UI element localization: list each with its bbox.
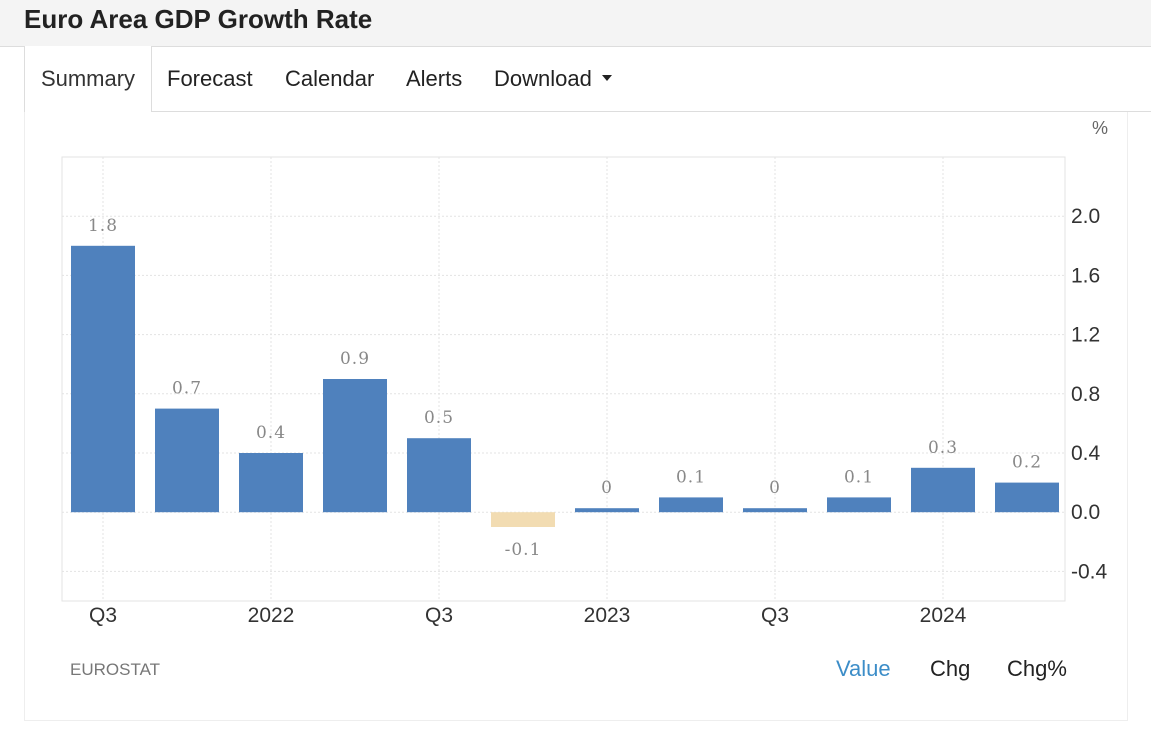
bar	[155, 408, 219, 513]
tab-forecast[interactable]: Forecast	[167, 66, 253, 91]
tab-summary[interactable]: Summary	[24, 46, 152, 112]
view-value-button[interactable]: Value	[836, 656, 891, 681]
bar-value-label: 0.7	[172, 379, 202, 399]
bar	[911, 467, 975, 513]
x-tick-label: Q3	[761, 604, 789, 627]
tab-download[interactable]: Download	[494, 46, 612, 111]
bar-value-label: 0	[769, 478, 781, 498]
page-title: Euro Area GDP Growth Rate	[24, 4, 373, 34]
x-tick-label: 2022	[248, 604, 295, 627]
bar	[995, 482, 1059, 513]
tab-alerts[interactable]: Alerts	[406, 66, 463, 91]
bar-value-label: 0.1	[676, 467, 706, 487]
chart-panel	[24, 112, 1128, 721]
y-tick-label: 2.0	[1071, 205, 1100, 228]
plot-frame	[61, 156, 1066, 602]
bar	[575, 508, 639, 513]
tab-calendar[interactable]: Calendar	[285, 66, 375, 91]
bar	[743, 508, 807, 513]
header-bar: Euro Area GDP Growth Rate	[0, 0, 1151, 47]
bar-value-label: 0.4	[256, 423, 286, 443]
bar	[239, 453, 303, 513]
caret-down-icon	[601, 75, 612, 82]
bar-value-label: 0	[601, 478, 613, 498]
bar-value-label: 0.5	[424, 408, 454, 428]
view-chg-percent-button[interactable]: Chg%	[1007, 656, 1067, 681]
bar-value-label: 0.1	[844, 467, 874, 487]
y-axis-unit-label: %	[1092, 118, 1108, 138]
bar	[323, 379, 387, 513]
tab-download-label: Download	[494, 66, 592, 91]
tab-bar: Summary Forecast Calendar Alerts Downloa…	[24, 46, 1151, 112]
bar	[71, 245, 135, 513]
y-tick-label: 1.2	[1071, 324, 1100, 347]
bar-value-label: 0.9	[340, 349, 370, 369]
y-tick-label: 0.8	[1071, 383, 1100, 406]
x-tick-label: 2023	[584, 604, 631, 627]
x-tick-label: Q3	[89, 604, 117, 627]
y-tick-label: 0.4	[1071, 442, 1101, 465]
y-tick-label: -0.4	[1071, 560, 1108, 583]
bar	[827, 497, 891, 513]
bar-value-label: 0.2	[1012, 453, 1042, 473]
y-tick-label: 1.6	[1071, 264, 1100, 287]
source-label: EUROSTAT	[70, 660, 161, 679]
bar	[407, 438, 471, 513]
bar	[491, 512, 555, 527]
bar-value-label: 1.8	[88, 216, 118, 236]
bar	[659, 497, 723, 513]
bar-value-label: 0.3	[928, 438, 958, 458]
bar-chart: 2.0 1.6 1.2 0.8 0.4 0.0 -0.4% 1.8 0.7 0.4 0.9 0.5 -0…	[61, 118, 1108, 627]
bar-value-label: -0.1	[505, 540, 542, 560]
x-tick-label: Q3	[425, 604, 453, 627]
y-tick-label: 0.0	[1071, 501, 1100, 524]
x-tick-label: 2024	[920, 604, 967, 627]
view-chg-button[interactable]: Chg	[930, 656, 971, 681]
